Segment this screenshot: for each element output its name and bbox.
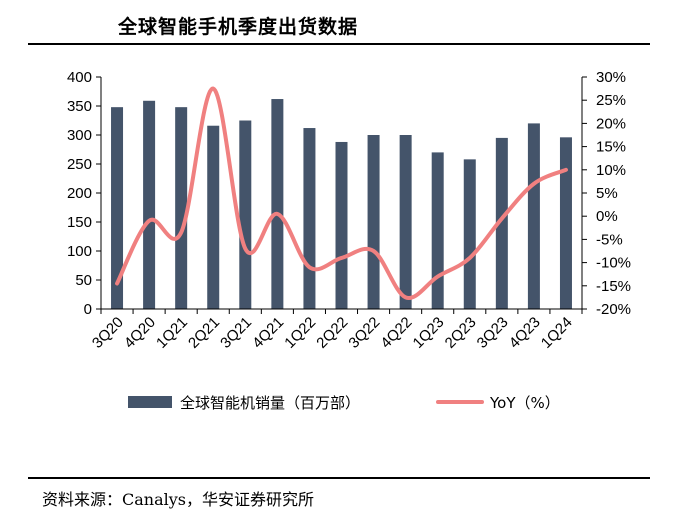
bar-1Q21 xyxy=(175,107,188,309)
axes-layer xyxy=(96,76,587,314)
bar-4Q23 xyxy=(527,123,540,310)
y-left-tick-label: 100 xyxy=(67,243,92,260)
bar-1Q22 xyxy=(303,128,316,309)
legend-label-bar: 全球智能机销量（百万部） xyxy=(180,394,360,412)
x-tick-label: 4Q23 xyxy=(506,314,544,352)
source-rule xyxy=(28,477,650,479)
x-tick-label: 1Q24 xyxy=(538,314,576,352)
y-left-tick-label: 300 xyxy=(67,127,92,144)
title-rule xyxy=(28,43,650,45)
bars-layer xyxy=(111,99,572,310)
bar-2Q21 xyxy=(207,125,220,309)
legend: 全球智能机销量（百万部） YoY（%） xyxy=(128,394,560,412)
x-tick-label: 4Q21 xyxy=(249,314,287,352)
x-tick-label: 4Q20 xyxy=(121,314,159,352)
x-tick-label: 1Q22 xyxy=(281,314,319,352)
x-tick-label: 3Q21 xyxy=(217,314,255,352)
x-tick-label: 3Q23 xyxy=(474,314,512,352)
bar-4Q20 xyxy=(143,100,156,309)
y-left-tick-label: 350 xyxy=(67,98,92,115)
bar-3Q20 xyxy=(111,107,124,309)
y-right-tick-label: 20% xyxy=(596,115,626,132)
x-tick-label: 2Q21 xyxy=(185,314,223,352)
y-left-tick-label: 200 xyxy=(67,185,92,202)
y-right-tick-label: 10% xyxy=(596,162,626,179)
bar-3Q21 xyxy=(239,120,252,309)
y-right-tick-label: 30% xyxy=(596,69,626,86)
x-tick-label: 4Q22 xyxy=(377,314,415,352)
y-right-tick-label: 0% xyxy=(596,208,618,225)
bar-3Q22 xyxy=(367,135,380,309)
legend-swatch-bar xyxy=(128,396,172,408)
y-left-tick-label: 50 xyxy=(75,272,92,289)
x-tick-label: 1Q21 xyxy=(153,314,191,352)
x-tick-label: 2Q22 xyxy=(313,314,351,352)
yoy-line xyxy=(115,86,568,300)
y-left-tick-label: 250 xyxy=(67,156,92,173)
line-layer xyxy=(115,86,568,300)
y-right-tick-label: 15% xyxy=(596,139,626,156)
y-right-tick-label: 25% xyxy=(596,92,626,109)
x-tick-label: 1Q23 xyxy=(410,314,448,352)
bar-3Q23 xyxy=(495,137,508,309)
chart-title: 全球智能手机季度出货数据 xyxy=(118,16,359,38)
bar-2Q23 xyxy=(463,159,476,309)
legend-label-line: YoY（%） xyxy=(489,394,560,412)
bar-4Q22 xyxy=(399,135,412,309)
source-note: 资料来源：Canalys，华安证券研究所 xyxy=(42,490,314,509)
x-tick-label: 3Q20 xyxy=(89,314,127,352)
x-tick-label: 2Q23 xyxy=(442,314,480,352)
y-right-tick-label: 5% xyxy=(596,185,618,202)
bar-1Q24 xyxy=(559,137,572,309)
y-right-tick-label: -5% xyxy=(596,231,623,248)
y-left-tick-label: 400 xyxy=(67,69,92,86)
y-left-tick-label: 150 xyxy=(67,214,92,231)
bar-2Q22 xyxy=(335,141,348,309)
y-left-tick-label: 0 xyxy=(84,301,92,318)
bar-4Q21 xyxy=(271,99,284,309)
y-right-tick-label: -10% xyxy=(596,255,631,272)
y-right-tick-label: -20% xyxy=(596,301,631,318)
bar-1Q23 xyxy=(431,152,444,309)
y-right-tick-label: -15% xyxy=(596,278,631,295)
x-tick-label: 3Q22 xyxy=(345,314,383,352)
